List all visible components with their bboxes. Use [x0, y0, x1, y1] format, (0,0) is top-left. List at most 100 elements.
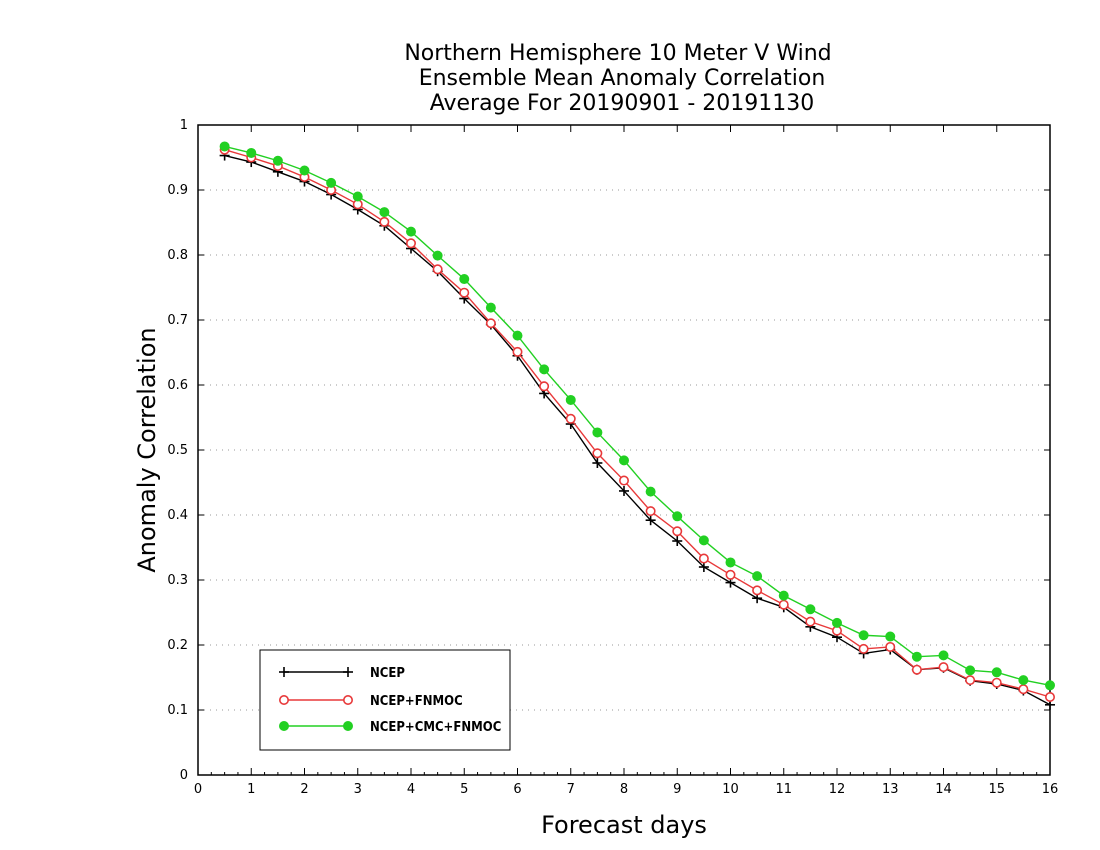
legend-marker	[278, 694, 289, 705]
data-point	[698, 553, 709, 564]
legend-marker	[279, 667, 289, 677]
data-point	[379, 216, 390, 227]
y-tick-label: 0.5	[167, 443, 188, 458]
data-point	[459, 274, 470, 285]
data-point	[991, 677, 1002, 688]
data-point	[326, 177, 337, 188]
x-tick-label: 15	[988, 782, 1005, 797]
data-point	[1045, 691, 1056, 702]
data-point	[432, 250, 443, 261]
x-tick-label: 12	[829, 782, 846, 797]
data-point	[672, 526, 683, 537]
x-tick-label: 0	[194, 782, 202, 797]
x-tick-label: 8	[620, 782, 628, 797]
axis-ticks	[197, 124, 1051, 776]
y-tick-label: 0.8	[167, 248, 188, 263]
data-point	[459, 287, 470, 298]
data-point	[618, 475, 629, 486]
data-point	[858, 630, 869, 641]
chart-legend: NCEP NCEP+FNMOC NCEP+CMC+FNMOC	[259, 649, 511, 751]
title-line-2: Ensemble Mean Anomaly Correlation	[419, 66, 826, 91]
legend-entry: NCEP	[279, 666, 405, 681]
data-point	[698, 535, 709, 546]
series-ncep-cmc-fnmoc	[219, 141, 1055, 691]
x-tick-label: 7	[567, 782, 575, 797]
data-point	[725, 569, 736, 580]
y-tick-label: 0.9	[167, 183, 188, 198]
data-point	[405, 238, 416, 249]
data-point	[858, 643, 869, 654]
data-point	[1018, 684, 1029, 695]
data-point	[778, 599, 789, 610]
x-tick-label: 5	[460, 782, 468, 797]
legend-box	[259, 649, 511, 751]
y-tick-label: 0	[180, 768, 188, 783]
legend-label: NCEP+CMC+FNMOC	[370, 720, 501, 735]
y-tick-label: 1	[180, 118, 188, 133]
data-point	[698, 562, 709, 572]
data-point	[805, 616, 816, 627]
x-tick-label: 13	[882, 782, 899, 797]
data-point	[645, 506, 656, 517]
data-point	[805, 604, 816, 615]
x-tick-label: 1	[247, 782, 255, 797]
legend-label: NCEP+FNMOC	[370, 694, 463, 709]
data-point	[432, 264, 443, 275]
data-point	[911, 664, 922, 675]
data-point	[352, 191, 363, 202]
data-point	[911, 651, 922, 662]
y-tick-label: 0.2	[167, 638, 188, 653]
data-point	[219, 141, 230, 152]
legend-marker	[279, 721, 289, 731]
data-point	[832, 617, 842, 628]
data-point	[592, 427, 603, 438]
data-point	[645, 486, 656, 497]
series-ncep-fnmoc	[219, 144, 1056, 702]
data-point	[485, 318, 496, 329]
data-point	[672, 511, 683, 522]
data-point	[299, 165, 310, 176]
legend-marker	[342, 694, 353, 705]
data-point	[778, 590, 789, 601]
data-point	[885, 631, 896, 642]
legend-marker	[343, 667, 353, 677]
x-tick-label: 10	[722, 782, 739, 797]
data-point	[965, 675, 976, 686]
y-axis-label: Anomaly Correlation	[133, 327, 161, 572]
data-point	[485, 302, 496, 313]
data-point	[991, 667, 1002, 678]
legend-marker	[343, 721, 353, 731]
y-tick-label: 0.7	[167, 313, 188, 328]
series-ncep	[219, 150, 1055, 710]
x-tick-label: 14	[935, 782, 952, 797]
data-point	[725, 557, 736, 568]
title-line-1: Northern Hemisphere 10 Meter V Wind	[404, 41, 831, 66]
x-tick-label: 6	[513, 782, 521, 797]
gridlines	[198, 189, 1050, 711]
data-point	[619, 455, 629, 466]
data-point	[539, 364, 550, 375]
data-point	[938, 650, 949, 661]
data-point	[246, 147, 257, 158]
legend-entry: NCEP+CMC+FNMOC	[279, 720, 501, 735]
data-point	[272, 155, 283, 166]
data-point	[938, 662, 949, 673]
x-tick-label: 9	[673, 782, 681, 797]
data-point	[565, 394, 576, 405]
y-tick-label: 0.4	[167, 508, 188, 523]
data-point	[406, 226, 416, 237]
series-layer	[219, 141, 1056, 710]
data-point	[1045, 680, 1055, 691]
data-point	[1018, 675, 1029, 686]
data-point	[539, 381, 550, 392]
y-tick-label: 0.1	[167, 703, 188, 718]
data-point	[752, 571, 763, 582]
data-point	[885, 641, 896, 652]
series-line	[224, 154, 1051, 706]
x-tick-labels: 0 1 2 3 4 5 6 7 8 9 10 11 12 13 14 15 16	[194, 782, 1058, 797]
y-tick-labels: 0 0.1 0.2 0.3 0.4 0.5 0.6 0.7 0.8 0.9 1	[167, 118, 188, 783]
x-tick-label: 4	[407, 782, 415, 797]
x-tick-label: 16	[1042, 782, 1059, 797]
data-point	[512, 346, 523, 357]
